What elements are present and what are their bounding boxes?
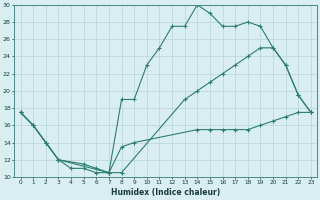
X-axis label: Humidex (Indice chaleur): Humidex (Indice chaleur) bbox=[111, 188, 220, 197]
